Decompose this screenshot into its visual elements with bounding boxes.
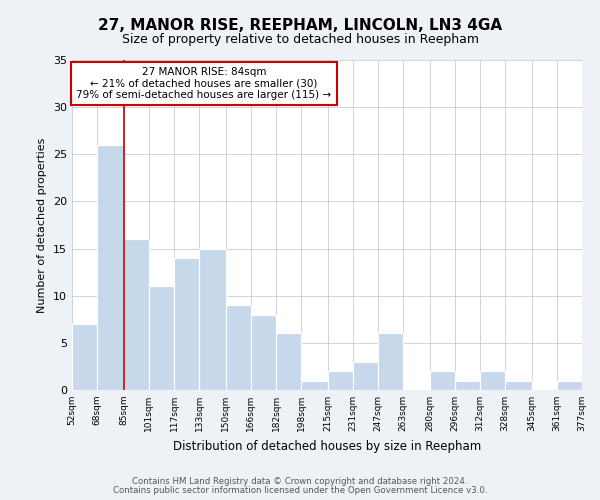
Bar (124, 239, 149, 390)
Text: Size of property relative to detached houses in Reepham: Size of property relative to detached ho… (121, 32, 479, 46)
Bar (328, 371, 353, 390)
Text: 27, MANOR RISE, REEPHAM, LINCOLN, LN3 4GA: 27, MANOR RISE, REEPHAM, LINCOLN, LN3 4G… (98, 18, 502, 32)
X-axis label: Distribution of detached houses by size in Reepham: Distribution of detached houses by size … (173, 440, 481, 452)
Bar (199, 248, 226, 390)
Bar (97, 145, 124, 390)
Bar (480, 371, 505, 390)
Bar (557, 380, 582, 390)
Bar (226, 305, 251, 390)
Bar (251, 314, 276, 390)
Bar (149, 286, 174, 390)
Bar (378, 334, 403, 390)
Bar (353, 362, 378, 390)
Bar (505, 380, 532, 390)
Bar (276, 334, 301, 390)
Bar (174, 258, 199, 390)
Bar (430, 371, 455, 390)
Text: 27 MANOR RISE: 84sqm
← 21% of detached houses are smaller (30)
79% of semi-detac: 27 MANOR RISE: 84sqm ← 21% of detached h… (76, 67, 331, 100)
Bar (455, 380, 480, 390)
Text: Contains HM Land Registry data © Crown copyright and database right 2024.: Contains HM Land Registry data © Crown c… (132, 477, 468, 486)
Text: Contains public sector information licensed under the Open Government Licence v3: Contains public sector information licen… (113, 486, 487, 495)
Y-axis label: Number of detached properties: Number of detached properties (37, 138, 47, 312)
Bar (72, 324, 97, 390)
Bar (301, 380, 328, 390)
